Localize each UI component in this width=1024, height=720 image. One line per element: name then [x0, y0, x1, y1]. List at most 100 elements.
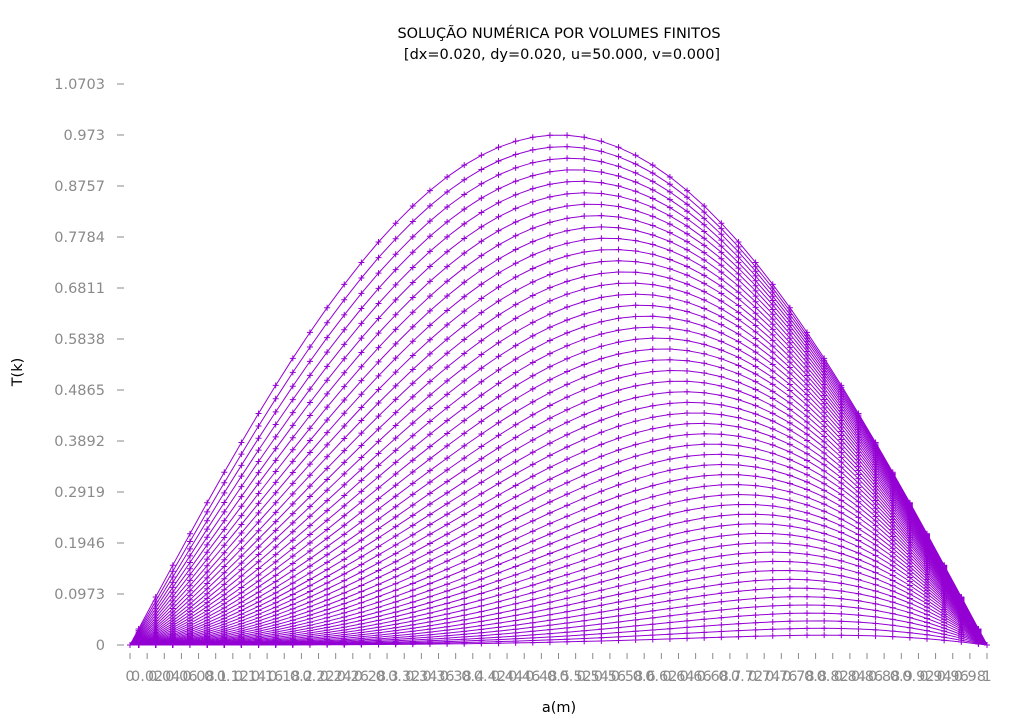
data-point — [786, 434, 793, 441]
data-point — [426, 350, 433, 357]
data-point — [632, 336, 639, 343]
data-point — [735, 265, 742, 272]
data-point — [272, 489, 279, 496]
data-point — [461, 350, 468, 357]
data-point — [426, 490, 433, 497]
data-point — [632, 498, 639, 505]
series-line — [129, 337, 988, 646]
data-point — [769, 502, 776, 509]
data-point — [341, 540, 348, 547]
data-point — [718, 451, 725, 458]
data-point — [289, 409, 296, 416]
data-point — [838, 503, 845, 510]
data-point — [512, 504, 519, 511]
data-point — [649, 575, 656, 582]
data-point — [461, 364, 468, 371]
data-point — [632, 237, 639, 244]
series-line — [129, 348, 988, 646]
series-line — [129, 422, 988, 646]
data-point — [478, 195, 485, 202]
data-point — [615, 163, 622, 170]
data-point — [804, 517, 811, 524]
data-point — [409, 573, 416, 580]
data-point — [204, 562, 211, 569]
data-point — [718, 461, 725, 468]
data-point — [375, 525, 382, 532]
data-point — [906, 499, 913, 506]
data-point — [804, 457, 811, 464]
data-point — [718, 522, 725, 529]
data-point — [821, 494, 828, 501]
data-point — [375, 285, 382, 292]
data-point — [204, 580, 211, 587]
data-point — [666, 356, 673, 363]
series — [127, 166, 990, 648]
data-point — [529, 603, 536, 610]
data-point — [666, 422, 673, 429]
data-point — [598, 615, 605, 622]
data-point — [324, 404, 331, 411]
data-point — [735, 613, 742, 620]
data-point — [495, 406, 502, 413]
data-point — [701, 504, 708, 511]
data-point — [375, 567, 382, 574]
data-point — [444, 573, 451, 580]
data-point — [666, 511, 673, 518]
data-point — [821, 433, 828, 440]
data-point — [324, 566, 331, 573]
data-point — [649, 241, 656, 248]
data-point — [426, 233, 433, 240]
data-point — [272, 543, 279, 550]
data-point — [409, 587, 416, 594]
data-point — [632, 570, 639, 577]
data-point — [392, 296, 399, 303]
data-point — [529, 198, 536, 205]
data-point — [615, 565, 622, 572]
data-point — [615, 411, 622, 418]
data-point — [684, 230, 691, 237]
data-point — [512, 421, 519, 428]
data-point — [358, 466, 365, 473]
data-point — [769, 558, 776, 565]
data-point — [444, 558, 451, 565]
data-point — [752, 349, 759, 356]
series-line — [129, 380, 988, 646]
data-point — [512, 342, 519, 349]
data-point — [804, 407, 811, 414]
data-point — [632, 587, 639, 594]
data-point — [821, 515, 828, 522]
data-point — [564, 203, 571, 210]
y-tick-label: 0.6811 — [54, 281, 105, 297]
data-point — [221, 517, 228, 524]
data-point — [855, 576, 862, 583]
data-point — [718, 298, 725, 305]
data-point — [306, 372, 313, 379]
data-point — [769, 632, 776, 639]
data-point — [186, 587, 193, 594]
x-tick-label: 0.62 — [645, 669, 677, 685]
data-point — [546, 576, 553, 583]
data-point — [786, 359, 793, 366]
data-point — [769, 576, 776, 583]
data-point — [632, 418, 639, 425]
data-point — [632, 382, 639, 389]
data-point — [735, 276, 742, 283]
data-point — [598, 282, 605, 289]
data-point — [512, 579, 519, 586]
data-point — [821, 428, 828, 435]
data-point — [804, 329, 811, 336]
data-point — [666, 325, 673, 332]
data-point — [581, 448, 588, 455]
data-point — [701, 360, 708, 367]
data-point — [855, 525, 862, 532]
data-point — [272, 551, 279, 558]
data-point — [735, 331, 742, 338]
data-point — [632, 324, 639, 331]
data-point — [306, 598, 313, 605]
data-point — [358, 259, 365, 266]
data-point — [324, 476, 331, 483]
data-point — [701, 215, 708, 222]
data-point — [666, 400, 673, 407]
data-point — [392, 550, 399, 557]
data-point — [478, 596, 485, 603]
